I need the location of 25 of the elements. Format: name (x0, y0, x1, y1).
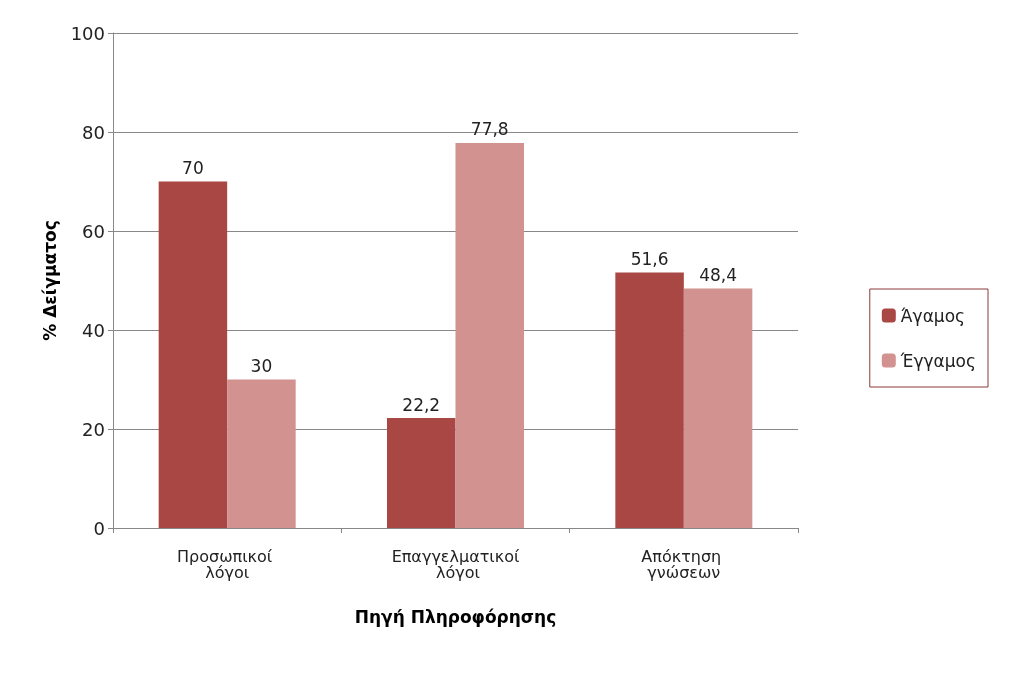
bar (683, 288, 753, 528)
data-label: 48,4 (699, 264, 738, 285)
data-label: 22,2 (402, 394, 441, 415)
x-tick-label: Προσωπικοί λόγοι (177, 546, 278, 582)
y-tick-label: 60 (82, 220, 105, 242)
x-tick-label: Απόκτηση γνώσεων (641, 546, 727, 582)
y-tick-label: 100 (70, 22, 105, 44)
data-label: 51,6 (630, 249, 669, 270)
data-label: 77,8 (470, 119, 509, 140)
x-axis-title: Πηγή Πληροφόρησης (354, 606, 557, 627)
y-axis-title: % Δείγματος (39, 220, 60, 341)
bar (227, 379, 296, 528)
legend-label: Έγγαμος (899, 350, 977, 371)
x-tick-label: Επαγγελματικοί λόγοι (391, 546, 520, 582)
bar (387, 418, 456, 528)
bar (455, 142, 524, 528)
y-tick-label: 0 (93, 517, 105, 539)
data-label: 70 (182, 158, 204, 178)
bar (158, 181, 228, 528)
y-tick-label: 20 (82, 418, 105, 440)
data-label: 30 (250, 356, 273, 376)
y-tick-label: 40 (82, 319, 105, 341)
y-tick-label: 80 (82, 121, 105, 143)
bar (615, 272, 684, 528)
legend-label: Άγαμος (900, 305, 966, 326)
